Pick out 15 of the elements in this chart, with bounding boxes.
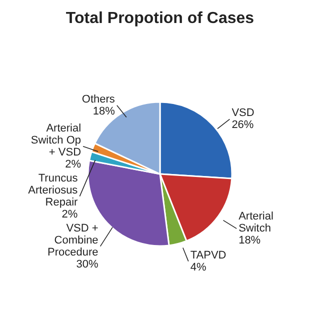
slice-label: Arterial Switch Op + VSD [30,122,82,158]
data-label: 2% [62,208,78,220]
slice-label: Others [82,93,116,106]
data-label: 30% [76,258,99,270]
slice-label: Arterial Switch [238,210,274,235]
data-label: 4% [190,261,207,274]
slice-label: VSD [232,107,254,120]
chart-title: Total Propotion of Cases [66,10,254,27]
data-label: 18% [92,105,116,118]
data-label: 18% [238,234,261,247]
slice-label: Truncus Arteriosus Repair [28,172,78,208]
data-label: 26% [232,119,254,132]
data-label: 2% [65,158,82,170]
slice-label: VSD + Combine Procedure [48,222,98,258]
slice-label: TAPVD [190,249,226,262]
